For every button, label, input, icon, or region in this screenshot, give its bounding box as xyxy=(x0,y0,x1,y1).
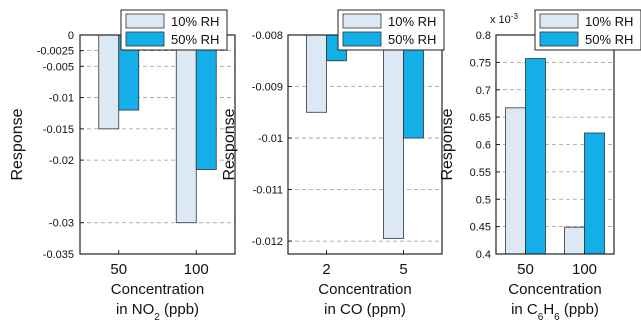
legend: 10% RH 50% RH xyxy=(120,9,228,51)
x-axis-label-line1: Concentration xyxy=(508,281,601,298)
legend-swatch-10rh xyxy=(125,13,165,29)
bar-10rh-2 xyxy=(306,34,327,113)
bar-10rh-50 xyxy=(98,34,120,130)
y-tick-label: -0.009 xyxy=(252,82,283,94)
legend-swatch-10rh xyxy=(539,13,579,29)
x-tick-label: 100 xyxy=(572,261,597,278)
y-tick-label: 0.7 xyxy=(476,85,491,97)
y-tick-label: -0.0025 xyxy=(37,46,74,58)
legend-label: 50% RH xyxy=(585,32,633,47)
y-axis-label: Response xyxy=(9,108,26,180)
y-axis-label: Response xyxy=(221,108,238,180)
legend-label: 10% RH xyxy=(388,14,436,29)
y-tick-label: 0.65 xyxy=(470,112,491,124)
y-tick-label: -0.01 xyxy=(49,93,74,105)
legend-swatch-10rh xyxy=(342,13,382,29)
bar-10rh-100 xyxy=(564,226,585,255)
legend-label: 50% RH xyxy=(388,32,436,47)
y-tick-label: 0.75 xyxy=(470,57,491,69)
panel-1: 0 -0.005 -0.01 -0.015 -0.02 -0.0025 -0.03 -0.03… xyxy=(9,9,236,323)
legend-box xyxy=(120,9,228,51)
legend-label: 50% RH xyxy=(171,32,219,47)
x-axis-label-line2: in CO (ppm) xyxy=(324,301,406,318)
y-tick-label: -0.015 xyxy=(43,124,74,136)
y-tick-label: 0.5 xyxy=(476,194,491,206)
legend-label: 10% RH xyxy=(585,14,633,29)
y-tick-label: -0.012 xyxy=(252,236,283,248)
bar-10rh-5 xyxy=(383,34,404,239)
legend-label: 10% RH xyxy=(171,14,219,29)
x-axis-label-line2: in NO2 (ppb) xyxy=(116,301,199,323)
legend-swatch-50rh xyxy=(125,31,165,47)
y-axis-multiplier: x 10-3 xyxy=(490,12,518,27)
bar-50rh-50 xyxy=(525,58,546,255)
y-tick-label: 0.4 xyxy=(476,249,491,261)
y-tick-label: -0.03 xyxy=(49,218,74,230)
x-axis-label-line1: Concentration xyxy=(318,281,411,298)
y-tick-label: -0.01 xyxy=(258,133,283,145)
y-tick-label: -0.005 xyxy=(43,61,74,73)
bar-10rh-50 xyxy=(505,107,526,255)
legend-swatch-50rh xyxy=(539,31,579,47)
y-tick-label: -0.008 xyxy=(252,30,283,42)
bar-50rh-100 xyxy=(195,34,217,170)
x-axis-label-line2: in C6H6 (ppb) xyxy=(511,301,599,323)
bar-10rh-100 xyxy=(175,34,197,224)
x-tick-label: 2 xyxy=(322,261,330,278)
y-tick-label: 0.8 xyxy=(476,30,491,42)
y-tick-label: -0.035 xyxy=(43,249,74,261)
legend-swatch-50rh xyxy=(342,31,382,47)
y-tick-label: 0.45 xyxy=(470,222,491,234)
legend: 10% RH 50% RH xyxy=(337,9,445,51)
x-tick-label: 50 xyxy=(517,261,534,278)
y-tick-label: -0.02 xyxy=(49,155,74,167)
x-tick-label: 5 xyxy=(399,261,407,278)
y-tick-label: -0.011 xyxy=(253,185,283,197)
legend: 10% RH 50% RH xyxy=(534,9,641,51)
bar-50rh-100 xyxy=(584,132,605,255)
y-tick-label: 0 xyxy=(68,30,74,42)
x-axis-label-line1: Concentration xyxy=(111,281,204,298)
panel-3: 0.8 0.75 0.7 0.65 0.6 0.55 0.5 0.45 0.4 50 100 Resp… xyxy=(439,9,641,323)
x-tick-label: 100 xyxy=(184,261,209,278)
y-tick-label: 0.55 xyxy=(470,167,491,179)
x-tick-label: 50 xyxy=(110,261,127,278)
y-axis-label: Response xyxy=(439,108,456,180)
panel-2: -0.008 -0.009 -0.01 -0.011 -0.012 2 5 Response C… xyxy=(221,9,445,318)
y-tick-label: 0.6 xyxy=(476,140,491,152)
